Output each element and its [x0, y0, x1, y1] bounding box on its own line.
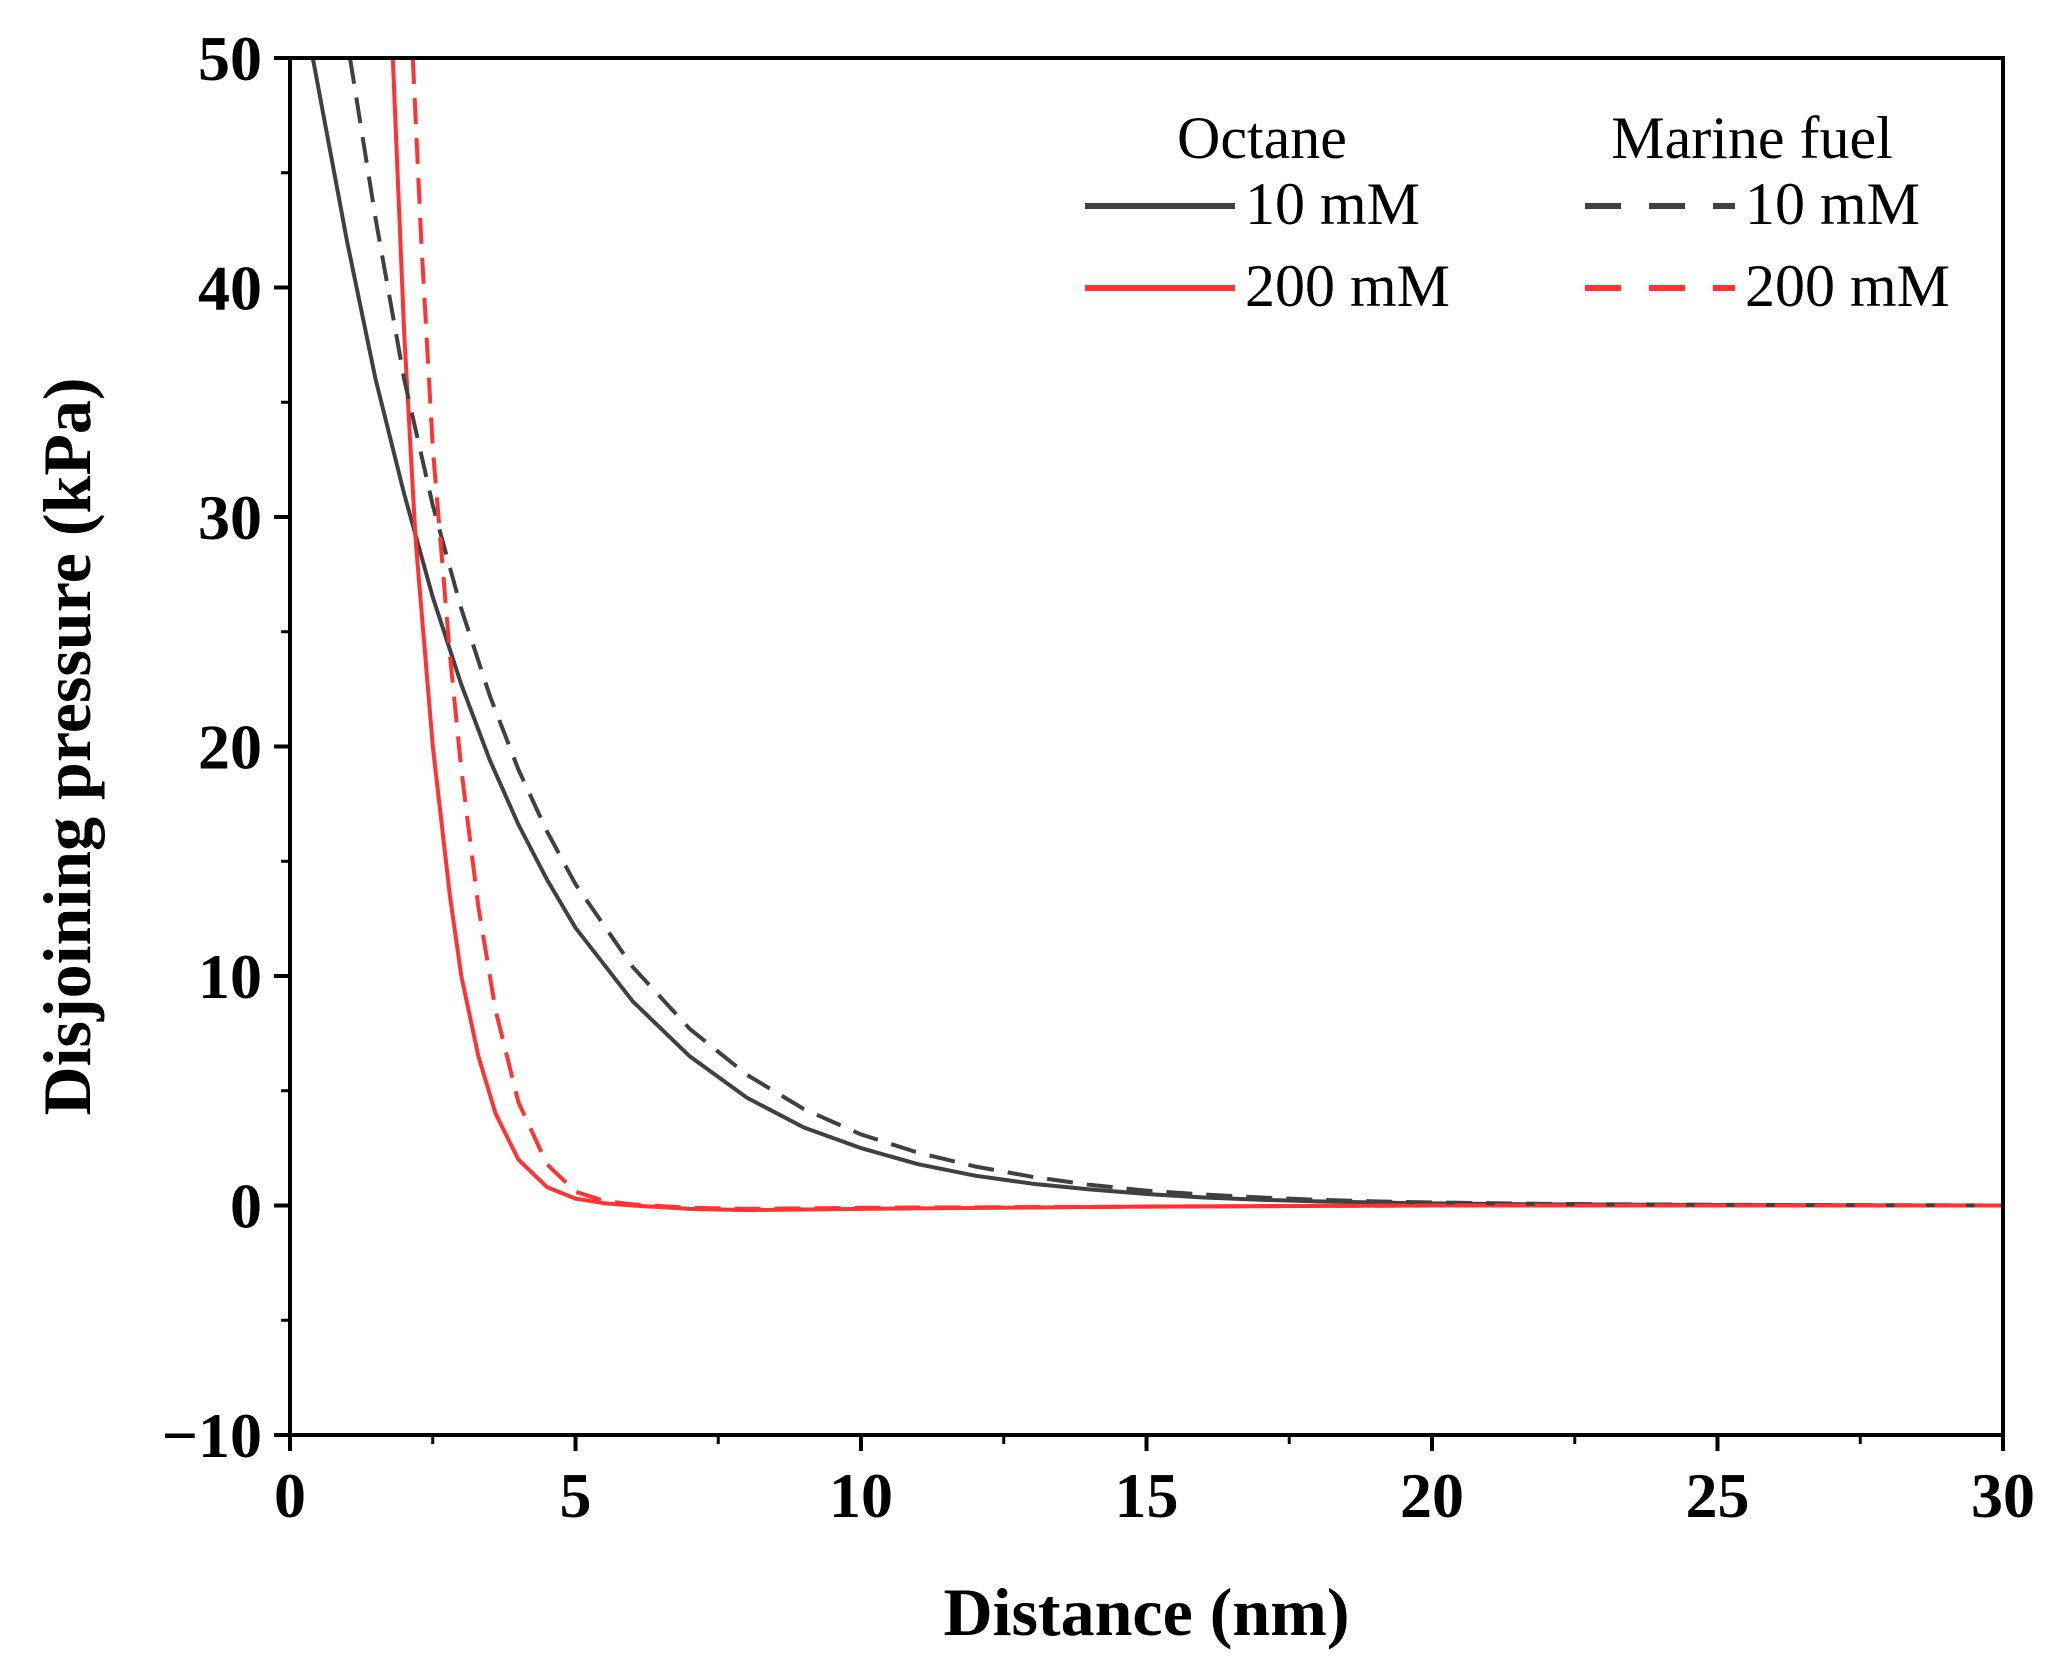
y-tick-label: −10: [162, 1400, 262, 1471]
x-tick-label: 20: [1400, 1460, 1464, 1531]
x-tick-label: 15: [1115, 1460, 1179, 1531]
legend-group-title: Marine fuel: [1611, 105, 1893, 171]
legend-entry-label: 200 mM: [1745, 253, 1950, 319]
legend-group-title: Octane: [1177, 105, 1347, 171]
y-tick-label: 40: [198, 253, 262, 324]
y-tick-label: 30: [198, 482, 262, 553]
legend-entry-label: 10 mM: [1245, 171, 1420, 237]
x-tick-label: 25: [1686, 1460, 1750, 1531]
x-tick-label: 30: [1971, 1460, 2035, 1531]
y-tick-label: 0: [230, 1171, 262, 1242]
x-tick-label: 10: [829, 1460, 893, 1531]
x-tick-label: 5: [560, 1460, 592, 1531]
y-tick-label: 50: [198, 23, 262, 94]
series-line-3: [348, 58, 2003, 1208]
x-axis-title: Distance (nm): [943, 1574, 1349, 1650]
y-tick-label: 10: [198, 941, 262, 1012]
legend-entry-label: 200 mM: [1245, 253, 1450, 319]
y-axis-title: Disjoining pressure (kPa): [29, 377, 105, 1115]
legend-entry-label: 10 mM: [1745, 171, 1920, 237]
y-tick-label: 20: [198, 712, 262, 783]
series-line-4: [410, 58, 2003, 1211]
x-tick-label: 0: [274, 1460, 306, 1531]
series-lines: [310, 58, 2003, 1213]
